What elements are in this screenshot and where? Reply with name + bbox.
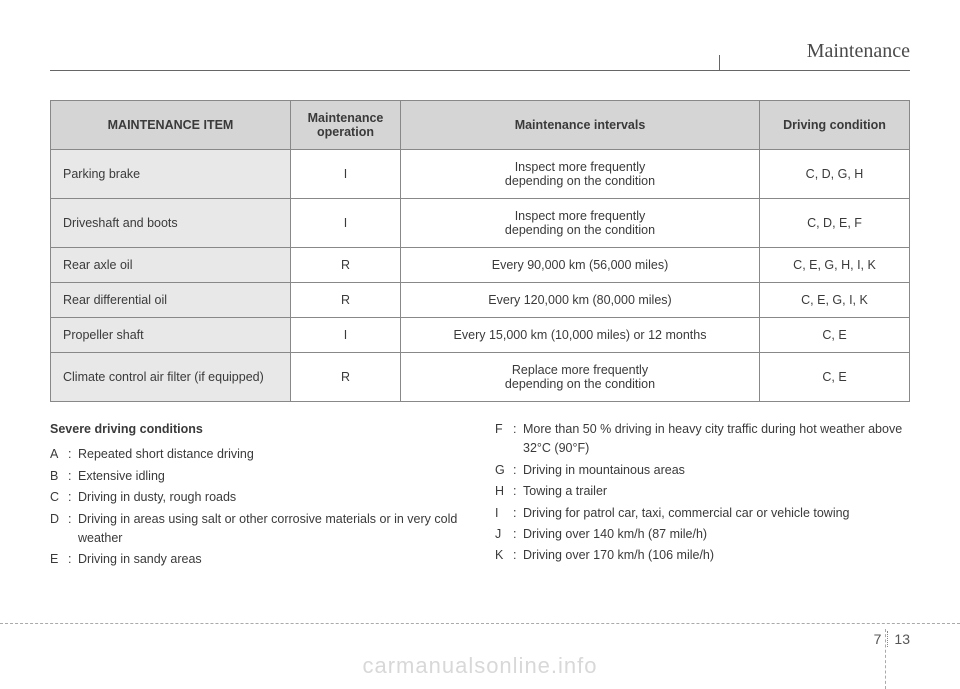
condition-line: D:Driving in areas using salt or other c… bbox=[50, 510, 465, 549]
cell-interval: Inspect more frequentlydepending on the … bbox=[401, 199, 760, 248]
condition-key: J bbox=[495, 525, 513, 544]
condition-colon: : bbox=[68, 467, 78, 486]
condition-key: A bbox=[50, 445, 68, 464]
condition-colon: : bbox=[513, 482, 523, 501]
condition-key: D bbox=[50, 510, 68, 549]
table-row: Driveshaft and bootsIInspect more freque… bbox=[51, 199, 910, 248]
cell-condition: C, D, E, F bbox=[760, 199, 910, 248]
cell-operation: I bbox=[291, 318, 401, 353]
conditions-title: Severe driving conditions bbox=[50, 420, 465, 439]
condition-text: Towing a trailer bbox=[523, 482, 910, 501]
table-row: Rear differential oilREvery 120,000 km (… bbox=[51, 283, 910, 318]
condition-colon: : bbox=[513, 525, 523, 544]
cell-condition: C, E, G, I, K bbox=[760, 283, 910, 318]
condition-colon: : bbox=[513, 461, 523, 480]
header-rule bbox=[50, 70, 910, 71]
condition-text: Driving in dusty, rough roads bbox=[78, 488, 465, 507]
condition-key: F bbox=[495, 420, 513, 459]
condition-text: Driving over 170 km/h (106 mile/h) bbox=[523, 546, 910, 565]
condition-line: C:Driving in dusty, rough roads bbox=[50, 488, 465, 507]
condition-line: J:Driving over 140 km/h (87 mile/h) bbox=[495, 525, 910, 544]
cell-item: Driveshaft and boots bbox=[51, 199, 291, 248]
condition-key: B bbox=[50, 467, 68, 486]
table-row: Rear axle oilREvery 90,000 km (56,000 mi… bbox=[51, 248, 910, 283]
header-tick bbox=[719, 55, 720, 70]
condition-line: F:More than 50 % driving in heavy city t… bbox=[495, 420, 910, 459]
cell-interval: Every 15,000 km (10,000 miles) or 12 mon… bbox=[401, 318, 760, 353]
condition-colon: : bbox=[513, 420, 523, 459]
condition-key: K bbox=[495, 546, 513, 565]
cell-operation: I bbox=[291, 199, 401, 248]
condition-line: G:Driving in mountainous areas bbox=[495, 461, 910, 480]
cell-interval: Every 120,000 km (80,000 miles) bbox=[401, 283, 760, 318]
cell-item: Rear axle oil bbox=[51, 248, 291, 283]
table-header-row: MAINTENANCE ITEM Maintenance operation M… bbox=[51, 101, 910, 150]
condition-line: A:Repeated short distance driving bbox=[50, 445, 465, 464]
condition-text: Driving in mountainous areas bbox=[523, 461, 910, 480]
cell-condition: C, D, G, H bbox=[760, 150, 910, 199]
condition-text: Repeated short distance driving bbox=[78, 445, 465, 464]
condition-colon: : bbox=[513, 546, 523, 565]
table-row: Parking brakeIInspect more frequentlydep… bbox=[51, 150, 910, 199]
cell-operation: I bbox=[291, 150, 401, 199]
condition-key: G bbox=[495, 461, 513, 480]
condition-key: C bbox=[50, 488, 68, 507]
page-footer: 7 13 bbox=[874, 631, 910, 647]
condition-key: I bbox=[495, 504, 513, 523]
condition-text: Driving over 140 km/h (87 mile/h) bbox=[523, 525, 910, 544]
condition-colon: : bbox=[68, 550, 78, 569]
condition-line: I:Driving for patrol car, taxi, commerci… bbox=[495, 504, 910, 523]
maintenance-table: MAINTENANCE ITEM Maintenance operation M… bbox=[50, 100, 910, 402]
condition-line: E:Driving in sandy areas bbox=[50, 550, 465, 569]
page-number: 13 bbox=[894, 631, 910, 647]
cell-condition: C, E, G, H, I, K bbox=[760, 248, 910, 283]
condition-text: Driving in sandy areas bbox=[78, 550, 465, 569]
condition-colon: : bbox=[68, 488, 78, 507]
page-header: Maintenance bbox=[50, 40, 910, 80]
col-operation: Maintenance operation bbox=[291, 101, 401, 150]
condition-colon: : bbox=[513, 504, 523, 523]
cell-item: Propeller shaft bbox=[51, 318, 291, 353]
condition-line: B:Extensive idling bbox=[50, 467, 465, 486]
col-item: MAINTENANCE ITEM bbox=[51, 101, 291, 150]
watermark: carmanualsonline.info bbox=[0, 653, 960, 679]
conditions-block: Severe driving conditions A:Repeated sho… bbox=[50, 420, 910, 572]
condition-text: Extensive idling bbox=[78, 467, 465, 486]
cell-operation: R bbox=[291, 248, 401, 283]
col-condition: Driving condition bbox=[760, 101, 910, 150]
cell-condition: C, E bbox=[760, 353, 910, 402]
cell-condition: C, E bbox=[760, 318, 910, 353]
condition-text: Driving for patrol car, taxi, commercial… bbox=[523, 504, 910, 523]
cell-item: Rear differential oil bbox=[51, 283, 291, 318]
table-row: Climate control air filter (if equipped)… bbox=[51, 353, 910, 402]
cell-operation: R bbox=[291, 353, 401, 402]
cell-interval: Every 90,000 km (56,000 miles) bbox=[401, 248, 760, 283]
chapter-number: 7 bbox=[874, 631, 889, 647]
condition-key: E bbox=[50, 550, 68, 569]
condition-colon: : bbox=[68, 510, 78, 549]
conditions-right: F:More than 50 % driving in heavy city t… bbox=[485, 420, 910, 572]
conditions-left: Severe driving conditions A:Repeated sho… bbox=[50, 420, 485, 572]
condition-text: More than 50 % driving in heavy city tra… bbox=[523, 420, 910, 459]
cell-item: Parking brake bbox=[51, 150, 291, 199]
condition-line: K:Driving over 170 km/h (106 mile/h) bbox=[495, 546, 910, 565]
table-row: Propeller shaftIEvery 15,000 km (10,000 … bbox=[51, 318, 910, 353]
condition-colon: : bbox=[68, 445, 78, 464]
cell-interval: Replace more frequentlydepending on the … bbox=[401, 353, 760, 402]
bottom-rule bbox=[0, 623, 960, 624]
cell-operation: R bbox=[291, 283, 401, 318]
section-title: Maintenance bbox=[807, 40, 910, 63]
condition-text: Driving in areas using salt or other cor… bbox=[78, 510, 465, 549]
condition-key: H bbox=[495, 482, 513, 501]
cell-item: Climate control air filter (if equipped) bbox=[51, 353, 291, 402]
col-intervals: Maintenance intervals bbox=[401, 101, 760, 150]
condition-line: H:Towing a trailer bbox=[495, 482, 910, 501]
cell-interval: Inspect more frequentlydepending on the … bbox=[401, 150, 760, 199]
